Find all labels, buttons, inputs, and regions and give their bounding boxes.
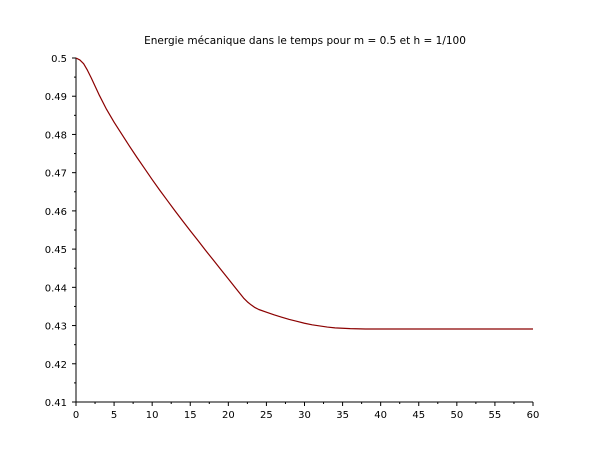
x-tick-label: 50 [450, 410, 463, 421]
x-tick-label: 35 [336, 410, 349, 421]
x-tick-label: 10 [146, 410, 159, 421]
chart-title: Energie mécanique dans le temps pour m =… [144, 35, 466, 47]
y-tick-label: 0.41 [45, 398, 67, 409]
y-tick-label: 0.47 [45, 169, 67, 180]
y-tick-label: 0.49 [45, 92, 67, 103]
x-tick-label: 20 [222, 410, 235, 421]
y-tick-label: 0.42 [45, 360, 67, 371]
x-tick-label: 5 [111, 410, 117, 421]
y-tick-label: 0.45 [45, 245, 67, 256]
plot-area [75, 57, 533, 330]
x-tick-label: 45 [412, 410, 425, 421]
x-tick-label: 0 [73, 410, 79, 421]
x-tick-label: 60 [527, 410, 540, 421]
x-tick-label: 40 [374, 410, 387, 421]
y-tick-label: 0.48 [45, 130, 67, 141]
series-line-0 [75, 57, 533, 330]
y-tick-label: 0.43 [45, 322, 67, 333]
y-tick-label: 0.46 [45, 207, 67, 218]
y-tick-label: 0.5 [51, 54, 67, 65]
axes [75, 58, 533, 403]
x-axis-ticks: 0 5 10 15 20 25 30 35 40 45 50 55 60 [73, 402, 540, 421]
x-tick-label: 15 [184, 410, 197, 421]
x-tick-label: 25 [260, 410, 273, 421]
y-axis-ticks: 0.41 0.42 0.43 0.44 0.45 0.46 0.47 0.48 0.49 0.5 [45, 54, 76, 409]
x-tick-label: 55 [489, 410, 502, 421]
y-tick-label: 0.44 [45, 283, 67, 294]
x-tick-label: 30 [298, 410, 311, 421]
